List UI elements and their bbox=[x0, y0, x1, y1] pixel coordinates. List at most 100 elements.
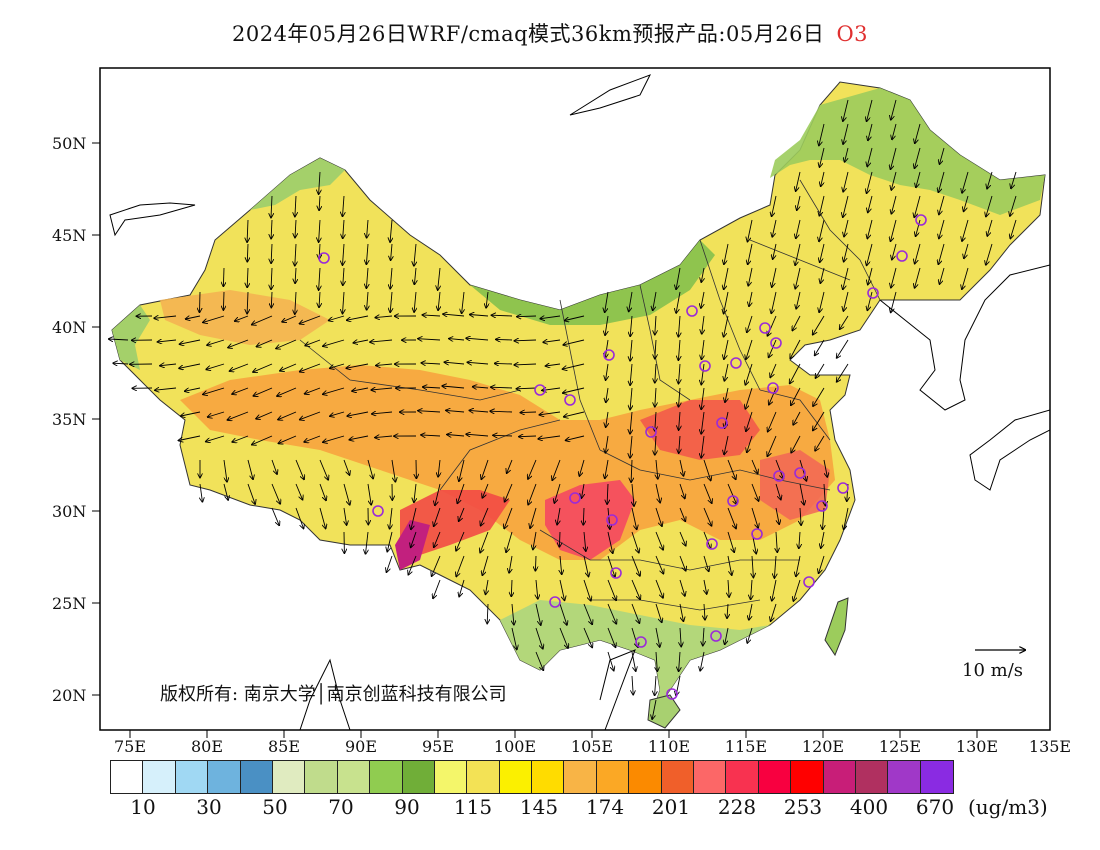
wind-vector bbox=[702, 339, 705, 359]
wind-vector bbox=[158, 340, 177, 342]
wind-vector bbox=[343, 243, 345, 265]
colorbar-swatch bbox=[240, 761, 273, 793]
wind-vector bbox=[203, 315, 225, 322]
wind-vector bbox=[438, 459, 440, 477]
indochina-coast bbox=[299, 658, 351, 730]
station-marker bbox=[372, 505, 384, 517]
wind-vector bbox=[748, 243, 753, 264]
wind-vector bbox=[800, 507, 801, 525]
station-marker bbox=[534, 384, 546, 396]
wind-vector bbox=[253, 387, 273, 396]
wind-vector bbox=[799, 459, 806, 481]
wind-vector bbox=[271, 219, 272, 239]
station-marker bbox=[767, 382, 779, 394]
wind-vector bbox=[727, 507, 736, 528]
wind-vector bbox=[774, 555, 776, 578]
wind-vector bbox=[487, 603, 488, 623]
wind-vector bbox=[185, 387, 201, 391]
wind-vector bbox=[748, 267, 753, 286]
wind-vector bbox=[821, 531, 825, 548]
wind-vector bbox=[247, 459, 253, 479]
wind-vector bbox=[605, 291, 609, 312]
wind-vector bbox=[679, 651, 680, 671]
wind-vector bbox=[605, 315, 609, 335]
wind-vector bbox=[511, 627, 517, 649]
wind-vector bbox=[772, 579, 777, 601]
colorbar-swatch bbox=[855, 761, 889, 793]
wind-vector bbox=[371, 388, 393, 390]
wind-vector bbox=[473, 387, 489, 388]
map-title: 2024年05月26日WRF/cmaq模式36km预报产品:05月26日 O3 bbox=[0, 18, 1100, 48]
wind-vector bbox=[701, 267, 704, 282]
wind-vector bbox=[203, 387, 225, 394]
wind-vector bbox=[843, 123, 849, 144]
lon-label: 120E bbox=[801, 737, 845, 756]
wind-vector bbox=[891, 267, 897, 288]
wind-vector bbox=[582, 483, 585, 498]
wind-vector bbox=[843, 171, 849, 192]
station-marker bbox=[751, 528, 763, 540]
lon-label: 135E bbox=[1028, 737, 1072, 756]
wind-vector bbox=[468, 362, 489, 364]
wind-vector bbox=[916, 171, 921, 187]
wind-vector bbox=[701, 363, 704, 385]
colorbar-swatch bbox=[726, 761, 759, 793]
wind-vector bbox=[867, 171, 873, 193]
wind-vector bbox=[295, 195, 296, 217]
wind-vector bbox=[330, 363, 345, 368]
wind-vector bbox=[769, 339, 777, 357]
wind-vector bbox=[837, 339, 849, 358]
wind-vector bbox=[538, 435, 561, 439]
wind-vector bbox=[343, 267, 344, 285]
wind-vector bbox=[702, 315, 704, 334]
colorbar-label: 201 bbox=[651, 795, 691, 819]
wind-vector bbox=[678, 339, 680, 360]
colorbar-swatch bbox=[402, 761, 435, 793]
wind-vector bbox=[247, 483, 255, 504]
wind-vector bbox=[607, 483, 608, 504]
wind-vector bbox=[793, 411, 801, 425]
wind-vector bbox=[414, 267, 416, 284]
wind-vector bbox=[295, 291, 296, 314]
wind-vector bbox=[160, 364, 177, 366]
wind-vector bbox=[367, 483, 371, 505]
lon-label: 110E bbox=[647, 737, 691, 756]
wind-vector bbox=[271, 483, 280, 504]
wind-vector bbox=[113, 363, 129, 364]
wind-vector bbox=[843, 99, 849, 121]
wind-vector bbox=[343, 291, 345, 314]
wind-vector bbox=[206, 363, 225, 369]
lon-label: 85E bbox=[267, 737, 301, 756]
wind-vector bbox=[536, 579, 538, 599]
wind-vector bbox=[552, 459, 561, 480]
wind-vector bbox=[563, 387, 585, 393]
wind-vector bbox=[630, 387, 632, 409]
wind-vector bbox=[252, 435, 273, 445]
wind-vector bbox=[679, 411, 680, 430]
wind-vector bbox=[701, 435, 704, 458]
wind-vector bbox=[507, 459, 513, 473]
wind-vector bbox=[253, 363, 273, 372]
wind-vector bbox=[343, 483, 350, 505]
wind-vector bbox=[366, 267, 368, 288]
colorbar-swatch bbox=[888, 761, 921, 793]
wind-vector bbox=[278, 411, 297, 420]
wind-vector bbox=[796, 219, 801, 238]
wind-vector bbox=[843, 267, 849, 289]
lon-label: 115E bbox=[724, 737, 768, 756]
wind-vector bbox=[655, 363, 656, 383]
wind-vector bbox=[791, 387, 801, 405]
wind-vector bbox=[372, 412, 393, 414]
wind-vector bbox=[655, 387, 656, 407]
species-label: O3 bbox=[836, 22, 869, 46]
wind-vector bbox=[679, 531, 686, 546]
lat-label: 30N bbox=[52, 502, 87, 521]
wind-vector bbox=[200, 483, 202, 502]
wind-vector bbox=[892, 123, 897, 139]
copyright-text: 版权所有: 南京大学│南京创蓝科技有限公司 bbox=[160, 684, 507, 705]
lat-label: 20N bbox=[52, 686, 87, 705]
wind-vector bbox=[749, 291, 752, 306]
wind-vector bbox=[445, 362, 465, 364]
wind-vector bbox=[986, 195, 993, 217]
wind-vector bbox=[608, 507, 610, 529]
